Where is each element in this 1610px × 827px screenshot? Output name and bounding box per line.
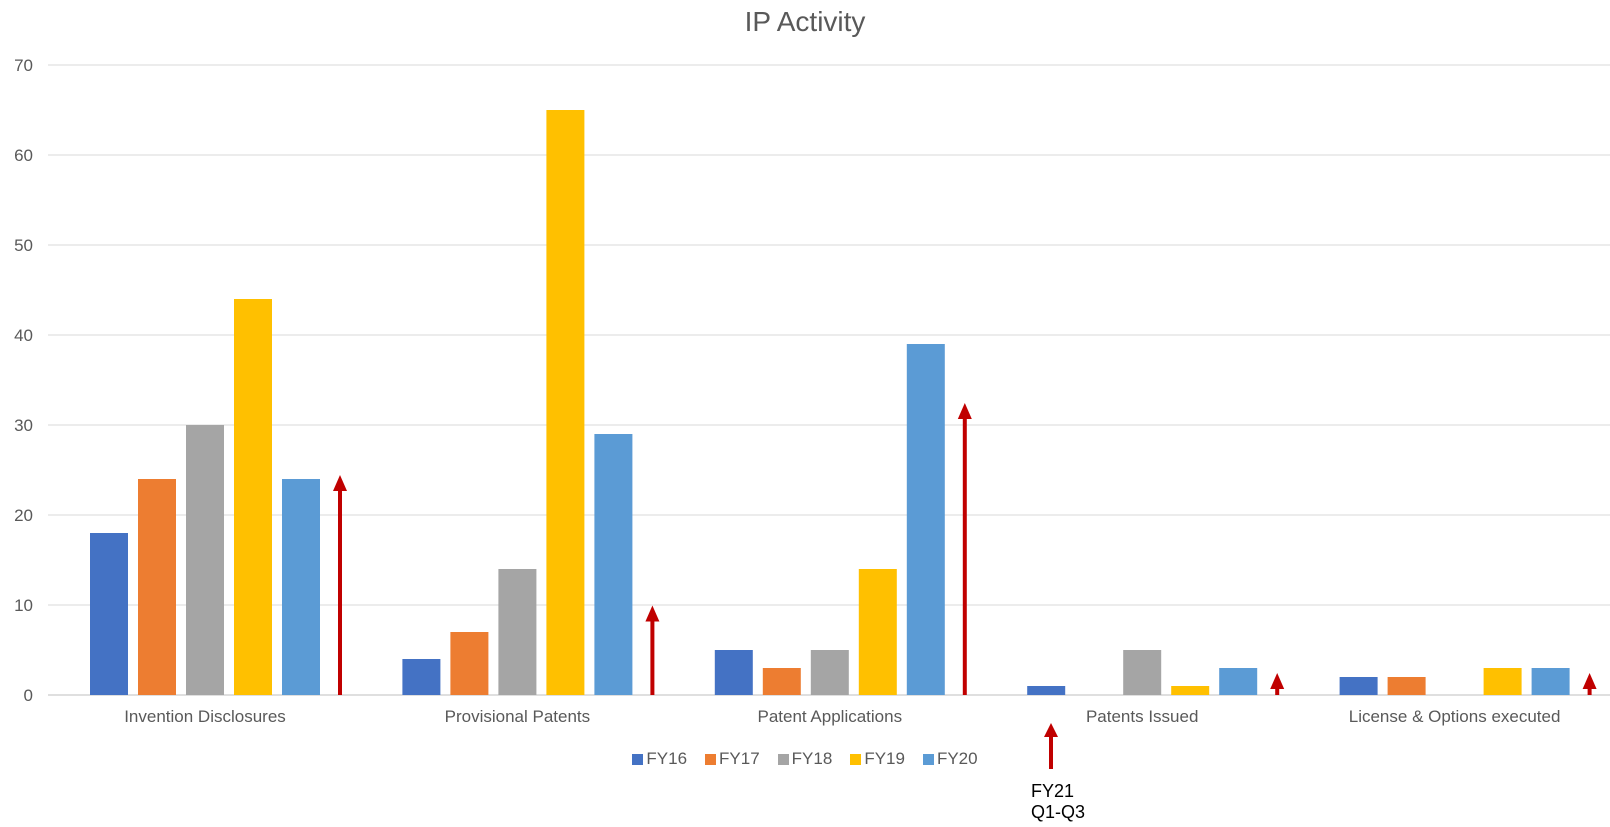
legend-item: FY19 <box>850 749 905 769</box>
bar <box>714 650 753 695</box>
bar <box>1171 686 1210 695</box>
legend-swatch <box>632 753 644 765</box>
legend-item: FY16 <box>632 749 687 769</box>
y-tick-label: 60 <box>14 146 33 165</box>
bar <box>1027 686 1066 695</box>
fy21-arrow-head <box>1270 673 1285 689</box>
bar <box>138 479 176 695</box>
y-tick-label: 0 <box>24 686 33 705</box>
x-tick-label: Provisional Patents <box>445 707 591 726</box>
legend-swatch <box>777 753 789 765</box>
bar <box>1387 677 1426 695</box>
legend-item: FY20 <box>922 749 978 769</box>
y-tick-label: 20 <box>14 506 33 525</box>
x-tick-label: License & Options executed <box>1349 707 1561 726</box>
bar <box>402 659 441 695</box>
fy21-arrow-head <box>1582 673 1597 689</box>
fy21-annotation-line2: Q1-Q3 <box>1031 802 1086 822</box>
y-tick-label: 50 <box>14 236 33 255</box>
bar <box>906 344 945 695</box>
y-tick-label: 30 <box>14 416 33 435</box>
fy21-annotation: FY21 Q1-Q3 <box>1031 781 1085 823</box>
annotation-arrow-head <box>1044 723 1058 737</box>
bar <box>762 668 801 695</box>
bar <box>594 434 633 695</box>
x-tick-label: Invention Disclosures <box>124 707 286 726</box>
legend-swatch <box>705 753 717 765</box>
x-tick-label: Patent Applications <box>757 707 902 726</box>
fy21-annotation-line1: FY21 <box>1031 781 1075 801</box>
bar <box>1123 650 1162 695</box>
y-tick-label: 70 <box>14 56 33 75</box>
legend-swatch <box>850 753 862 765</box>
fy21-arrow-head <box>333 475 347 491</box>
legend-item: FY17 <box>705 749 760 769</box>
bar <box>450 632 489 695</box>
bar <box>546 110 585 695</box>
legend-swatch <box>922 753 934 765</box>
bar <box>1339 677 1378 695</box>
chart-title: IP Activity <box>744 6 866 37</box>
legend-item: FY18 <box>777 749 833 769</box>
x-tick-label: Patents Issued <box>1086 707 1198 726</box>
legend-label: FY16 <box>646 749 688 768</box>
legend: FY16 FY17 FY18 FY19 FY20 <box>0 749 1610 769</box>
bar <box>282 479 320 695</box>
fy21-arrow-head <box>645 605 660 622</box>
bar <box>810 650 849 695</box>
bar <box>498 569 537 695</box>
bar <box>1219 668 1258 695</box>
legend-label: FY19 <box>864 749 905 768</box>
legend-label: FY18 <box>791 749 833 768</box>
bar <box>858 569 897 695</box>
bar <box>1531 668 1570 695</box>
legend-label: FY20 <box>936 749 978 768</box>
y-tick-label: 40 <box>14 326 33 345</box>
legend-label: FY17 <box>719 749 760 768</box>
fy21-arrow-head <box>957 403 972 419</box>
y-tick-label: 10 <box>14 596 33 615</box>
bar <box>90 533 128 695</box>
bar <box>234 299 272 695</box>
bar <box>1483 668 1522 695</box>
bar <box>186 425 224 695</box>
